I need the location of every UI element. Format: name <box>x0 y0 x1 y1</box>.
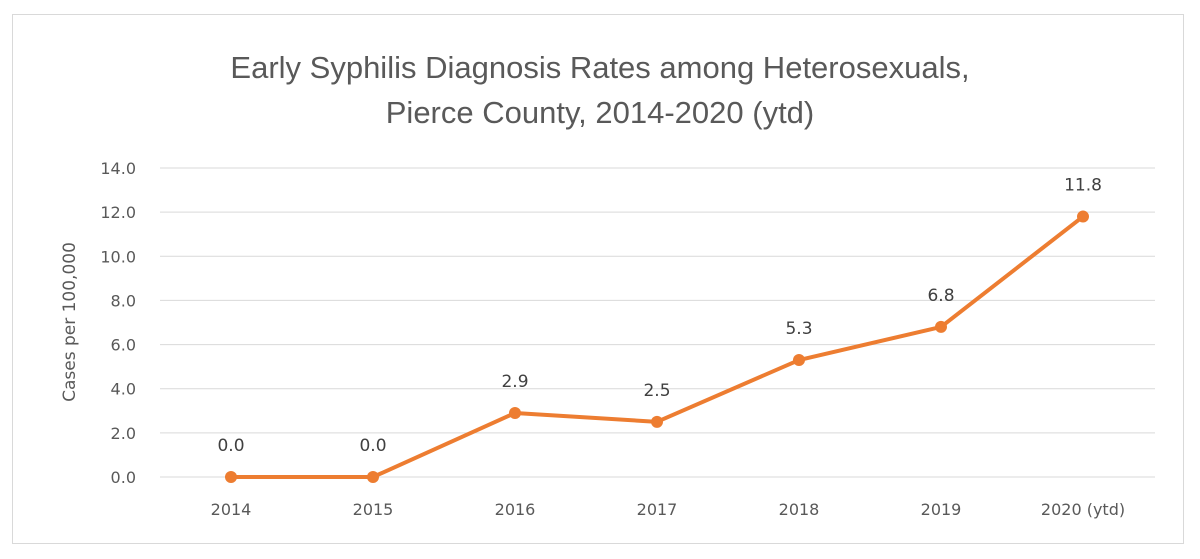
data-points <box>225 210 1089 483</box>
data-point <box>1077 210 1089 223</box>
x-tick-label: 2020 (ytd) <box>1041 500 1125 519</box>
data-point <box>367 471 379 483</box>
data-label: 0.0 <box>217 436 244 456</box>
y-axis-label: Cases per 100,000 <box>60 242 80 402</box>
data-point <box>225 471 237 483</box>
x-tick-labels: 2014 2015 2016 2017 2018 2019 2020 (ytd) <box>211 500 1125 519</box>
y-tick-label: 0.0 <box>111 468 136 487</box>
chart-title-line-2: Pierce County, 2014-2020 (ytd) <box>386 95 815 130</box>
data-label: 6.8 <box>927 286 954 306</box>
y-tick-label: 6.0 <box>111 336 136 355</box>
y-tick-label: 2.0 <box>111 424 136 443</box>
y-tick-label: 4.0 <box>111 380 136 399</box>
x-tick-label: 2015 <box>353 500 394 519</box>
data-point <box>793 354 805 367</box>
data-label: 11.8 <box>1064 176 1102 196</box>
y-tick-label: 14.0 <box>100 159 136 178</box>
x-tick-label: 2014 <box>211 500 252 519</box>
data-point <box>935 320 947 333</box>
gridlines <box>160 167 1155 478</box>
data-label: 2.5 <box>643 381 670 401</box>
data-point <box>651 415 663 428</box>
x-tick-label: 2019 <box>921 500 962 519</box>
x-tick-label: 2017 <box>637 500 678 519</box>
chart-title-line-1: Early Syphilis Diagnosis Rates among Het… <box>230 50 969 85</box>
x-tick-label: 2018 <box>779 500 820 519</box>
data-point <box>509 406 521 419</box>
x-tick-label: 2016 <box>495 500 536 519</box>
data-label: 0.0 <box>359 436 386 456</box>
data-label: 5.3 <box>785 319 812 339</box>
y-tick-label: 12.0 <box>100 203 136 222</box>
y-tick-labels: 0.0 2.0 4.0 6.0 8.0 10.0 12.0 14.0 <box>100 159 136 487</box>
data-label: 2.9 <box>501 372 528 392</box>
data-labels: 0.0 0.0 2.9 2.5 5.3 6.8 11.8 <box>217 176 1101 456</box>
y-tick-label: 10.0 <box>100 247 136 266</box>
chart-frame <box>12 14 1184 544</box>
y-tick-label: 8.0 <box>111 291 136 310</box>
